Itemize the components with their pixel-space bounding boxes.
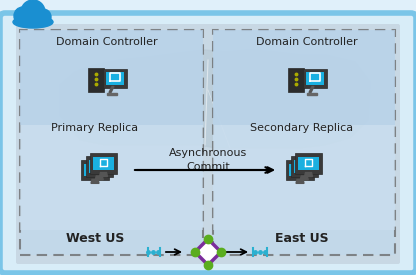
Polygon shape <box>296 179 304 183</box>
Ellipse shape <box>13 16 53 28</box>
Text: East US: East US <box>275 232 329 244</box>
FancyBboxPatch shape <box>90 153 117 174</box>
Circle shape <box>21 0 45 24</box>
FancyBboxPatch shape <box>88 68 104 92</box>
FancyBboxPatch shape <box>103 68 127 87</box>
FancyBboxPatch shape <box>290 156 318 177</box>
Text: Domain Controller: Domain Controller <box>56 37 158 47</box>
FancyBboxPatch shape <box>89 160 110 173</box>
FancyBboxPatch shape <box>20 125 203 230</box>
FancyBboxPatch shape <box>0 13 416 273</box>
Polygon shape <box>60 50 370 148</box>
FancyBboxPatch shape <box>20 30 203 255</box>
FancyBboxPatch shape <box>295 153 322 174</box>
Text: Secondary Replica: Secondary Replica <box>250 123 354 133</box>
Polygon shape <box>309 87 314 92</box>
Polygon shape <box>307 92 317 95</box>
Polygon shape <box>107 92 117 95</box>
Polygon shape <box>195 239 221 265</box>
FancyBboxPatch shape <box>213 30 395 255</box>
Polygon shape <box>91 179 99 183</box>
Polygon shape <box>95 176 103 180</box>
Text: West US: West US <box>66 232 124 244</box>
FancyBboxPatch shape <box>298 157 319 170</box>
FancyBboxPatch shape <box>303 68 327 87</box>
Circle shape <box>14 7 32 25</box>
Circle shape <box>35 9 51 25</box>
FancyBboxPatch shape <box>81 160 109 180</box>
FancyBboxPatch shape <box>288 68 304 92</box>
FancyBboxPatch shape <box>213 125 395 230</box>
FancyBboxPatch shape <box>106 72 124 84</box>
Polygon shape <box>99 172 107 177</box>
FancyBboxPatch shape <box>289 164 311 176</box>
Text: Asynchronous: Asynchronous <box>169 148 247 158</box>
FancyBboxPatch shape <box>84 164 106 176</box>
Text: Commit: Commit <box>186 162 230 172</box>
Text: Domain Controller: Domain Controller <box>256 37 358 47</box>
Polygon shape <box>300 176 308 180</box>
FancyBboxPatch shape <box>213 30 395 125</box>
FancyBboxPatch shape <box>86 156 113 177</box>
Polygon shape <box>305 172 312 177</box>
Text: Primary Replica: Primary Replica <box>52 123 139 133</box>
FancyBboxPatch shape <box>286 160 314 180</box>
FancyBboxPatch shape <box>20 30 203 125</box>
FancyBboxPatch shape <box>294 160 315 173</box>
FancyBboxPatch shape <box>93 157 114 170</box>
Polygon shape <box>109 87 114 92</box>
FancyBboxPatch shape <box>306 72 324 84</box>
FancyBboxPatch shape <box>16 24 400 264</box>
